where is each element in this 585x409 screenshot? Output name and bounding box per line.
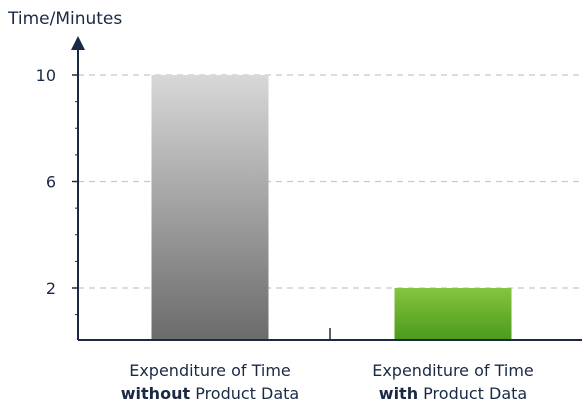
bar-without-product-data	[151, 75, 269, 340]
y-tick-label: 2	[46, 279, 56, 298]
y-tick-label: 6	[46, 173, 56, 192]
x-category-label-line1: Expenditure of Time	[129, 361, 291, 380]
y-axis-arrow-icon	[71, 36, 85, 50]
x-category-label-line1: Expenditure of Time	[372, 361, 534, 380]
y-axis-label: Time/Minutes	[7, 9, 122, 29]
y-tick-label: 10	[36, 66, 56, 85]
bars	[151, 75, 512, 340]
bar-with-product-data	[394, 288, 512, 340]
axes: 2 6 10 Expenditure of Time without Product D…	[36, 36, 582, 403]
x-category-label-line2: with Product Data	[379, 384, 527, 403]
x-category-label-line2: without Product Data	[121, 384, 299, 403]
